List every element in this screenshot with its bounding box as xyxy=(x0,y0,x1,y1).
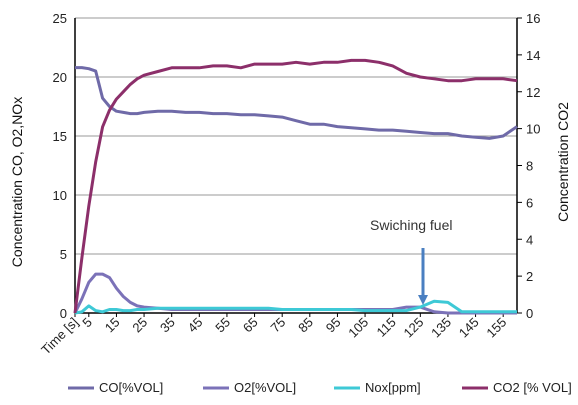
y-left-tick-label: 0 xyxy=(60,306,67,321)
y-right-tick-label: 10 xyxy=(526,122,540,137)
x-tick-label: 45 xyxy=(185,315,206,336)
legend-label: O2[%VOL] xyxy=(234,380,296,395)
y-right-tick-label: 6 xyxy=(526,195,533,210)
annotation: Swiching fuel xyxy=(370,217,453,305)
legend-label: CO2 [% VOL] xyxy=(493,380,572,395)
y-right-tick-label: 12 xyxy=(526,85,540,100)
x-tick-label: 75 xyxy=(267,315,288,336)
y-right-tick-label: 4 xyxy=(526,232,533,247)
x-tick-label: 35 xyxy=(157,315,178,336)
x-tick-label: 55 xyxy=(212,315,233,336)
x-tick-label: 65 xyxy=(240,315,261,336)
x-tick-label: 95 xyxy=(323,315,344,336)
y-left-tick-label: 5 xyxy=(60,247,67,262)
x-tick-label: 25 xyxy=(129,315,150,336)
annotation-label: Swiching fuel xyxy=(370,217,453,233)
x-tick-label: 85 xyxy=(295,315,316,336)
legend-label: CO[%VOL] xyxy=(99,380,163,395)
y-right-tick-label: 8 xyxy=(526,159,533,174)
y-left-tick-label: 10 xyxy=(53,188,67,203)
y-right-tick-label: 0 xyxy=(526,306,533,321)
legend-label: Nox[ppm] xyxy=(365,380,421,395)
x-tick-label: 15 xyxy=(102,315,123,336)
x-tick-label: 5 xyxy=(79,315,95,331)
y-left-tick-label: 15 xyxy=(53,129,67,144)
y-right-tick-label: 2 xyxy=(526,269,533,284)
series-line-1 xyxy=(75,66,518,140)
y-left-axis-label: Concentration CO, O2,NOx xyxy=(9,97,25,267)
series-line-4 xyxy=(73,58,518,314)
x-tick-label: 105 xyxy=(345,315,371,341)
x-tick-label: 135 xyxy=(428,315,454,341)
y-left-tick-label: 25 xyxy=(53,11,67,26)
y-right-tick-label: 14 xyxy=(526,48,540,63)
series-layer xyxy=(73,58,518,315)
series-line-3 xyxy=(74,299,517,315)
legend: CO[%VOL] O2[%VOL] Nox[ppm] CO2 [% VOL] xyxy=(68,380,572,395)
x-tick-label: 155 xyxy=(483,315,509,341)
x-tick-label: 145 xyxy=(456,315,482,341)
grid-lines xyxy=(75,17,517,255)
x-tick-label: 125 xyxy=(400,315,426,341)
axis-titles: Concentration CO, O2,NOx Concentration C… xyxy=(9,97,571,267)
x-tick-label: 115 xyxy=(374,315,399,340)
y-left-tick-label: 20 xyxy=(53,70,67,85)
y-right-tick-label: 16 xyxy=(526,11,540,26)
series-line-2 xyxy=(73,272,517,315)
y-right-axis-label: Concentration CO2 xyxy=(555,102,571,222)
